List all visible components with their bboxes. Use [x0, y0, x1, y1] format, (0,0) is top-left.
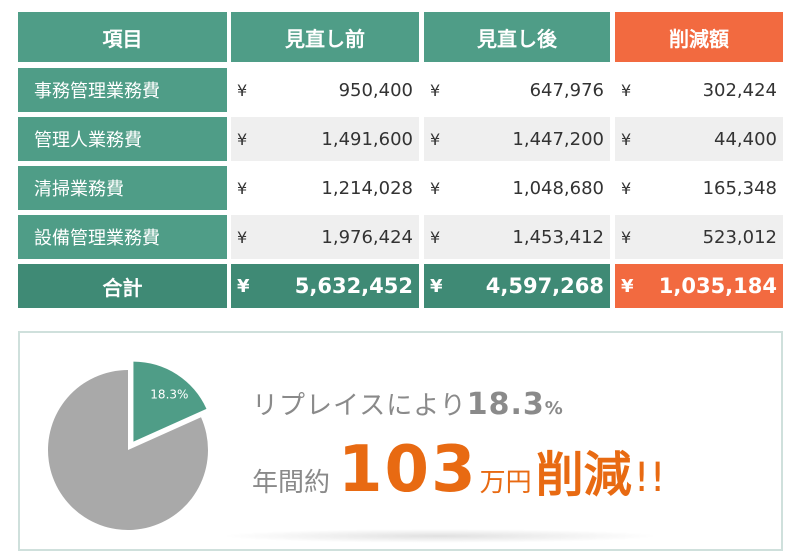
before-value: 1,976,424: [321, 226, 413, 248]
total-before-value: 5,632,452: [294, 274, 413, 298]
before-value: 1,214,028: [321, 177, 413, 199]
total-before-cell: ¥5,632,452: [231, 264, 419, 308]
after-value: 1,447,200: [512, 128, 604, 150]
yen-sign: ¥: [430, 80, 441, 100]
reduction-cell: ¥523,012: [615, 215, 783, 259]
yen-sign: ¥: [237, 275, 250, 297]
yen-sign: ¥: [621, 129, 632, 149]
annual-savings-text: 年間約 103 万円 削減 !!: [252, 433, 666, 507]
exclamation: !!: [633, 455, 666, 501]
before-cell: ¥1,976,424: [231, 215, 419, 259]
after-cell: ¥1,447,200: [424, 117, 610, 161]
percent-sign: %: [544, 398, 564, 419]
yen-sign: ¥: [430, 178, 441, 198]
annual-prefix: 年間約: [252, 468, 331, 498]
text-shadow-decoration: [220, 529, 660, 543]
yen-sign: ¥: [237, 227, 248, 247]
after-value: 1,048,680: [512, 177, 604, 199]
before-cell: ¥950,400: [231, 68, 419, 112]
row-label: 管理人業務費: [18, 117, 227, 161]
table-header-row: 項目 見直し前 見直し後 削減額: [18, 12, 783, 62]
reduction-value: 302,424: [702, 79, 777, 101]
reduction-value: 165,348: [702, 177, 777, 199]
table-total-row: 合計 ¥5,632,452 ¥4,597,268 ¥1,035,184: [18, 264, 783, 308]
total-label: 合計: [18, 264, 227, 308]
savings-summary-box: 18.3% リプレイスにより18.3% 年間約 103 万円 削減 !!: [18, 331, 783, 551]
replace-prefix: リプレイスにより: [252, 391, 467, 421]
header-after: 見直し後: [424, 12, 610, 62]
savings-pie-chart: 18.3%: [47, 361, 208, 530]
row-label: 清掃業務費: [18, 166, 227, 210]
yen-sign: ¥: [621, 178, 632, 198]
yen-sign: ¥: [621, 80, 632, 100]
table-row: 管理人業務費 ¥1,491,600 ¥1,447,200 ¥44,400: [18, 117, 783, 161]
after-cell: ¥1,453,412: [424, 215, 610, 259]
after-cell: ¥1,048,680: [424, 166, 610, 210]
yen-sign: ¥: [237, 178, 248, 198]
table-row: 設備管理業務費 ¥1,976,424 ¥1,453,412 ¥523,012: [18, 215, 783, 259]
yen-sign: ¥: [621, 227, 632, 247]
reduction-cell: ¥302,424: [615, 68, 783, 112]
after-value: 647,976: [529, 79, 604, 101]
annual-savings-amount: 103: [338, 433, 478, 507]
reduction-cell: ¥44,400: [615, 117, 783, 161]
yen-sign: ¥: [430, 129, 441, 149]
reduction-cell: ¥165,348: [615, 166, 783, 210]
total-reduction-cell: ¥1,035,184: [615, 264, 783, 308]
total-after-value: 4,597,268: [485, 274, 604, 298]
before-cell: ¥1,214,028: [231, 166, 419, 210]
after-cell: ¥647,976: [424, 68, 610, 112]
header-item: 項目: [18, 12, 227, 62]
reduction-value: 523,012: [702, 226, 777, 248]
amount-unit: 万円: [479, 468, 532, 498]
reduction-word: 削減: [535, 447, 632, 503]
before-value: 950,400: [338, 79, 413, 101]
header-before: 見直し前: [231, 12, 419, 62]
before-value: 1,491,600: [321, 128, 413, 150]
yen-sign: ¥: [621, 275, 634, 297]
replace-savings-text: リプレイスにより18.3%: [252, 385, 564, 422]
before-cell: ¥1,491,600: [231, 117, 419, 161]
cost-comparison-table: 項目 見直し前 見直し後 削減額 事務管理業務費 ¥950,400 ¥647,9…: [18, 12, 783, 313]
row-label: 事務管理業務費: [18, 68, 227, 112]
row-label: 設備管理業務費: [18, 215, 227, 259]
total-reduction-value: 1,035,184: [658, 274, 777, 298]
pie-slice-remaining: [47, 370, 208, 530]
reduction-value: 44,400: [714, 128, 777, 150]
header-reduction: 削減額: [615, 12, 783, 62]
after-value: 1,453,412: [512, 226, 604, 248]
table-row: 事務管理業務費 ¥950,400 ¥647,976 ¥302,424: [18, 68, 783, 112]
pie-slice-label: 18.3%: [150, 388, 188, 402]
yen-sign: ¥: [430, 227, 441, 247]
yen-sign: ¥: [237, 80, 248, 100]
yen-sign: ¥: [237, 129, 248, 149]
savings-percent: 18.3: [466, 387, 545, 422]
total-after-cell: ¥4,597,268: [424, 264, 610, 308]
yen-sign: ¥: [430, 275, 443, 297]
pie-slice-reduction: [133, 361, 207, 442]
table-row: 清掃業務費 ¥1,214,028 ¥1,048,680 ¥165,348: [18, 166, 783, 210]
